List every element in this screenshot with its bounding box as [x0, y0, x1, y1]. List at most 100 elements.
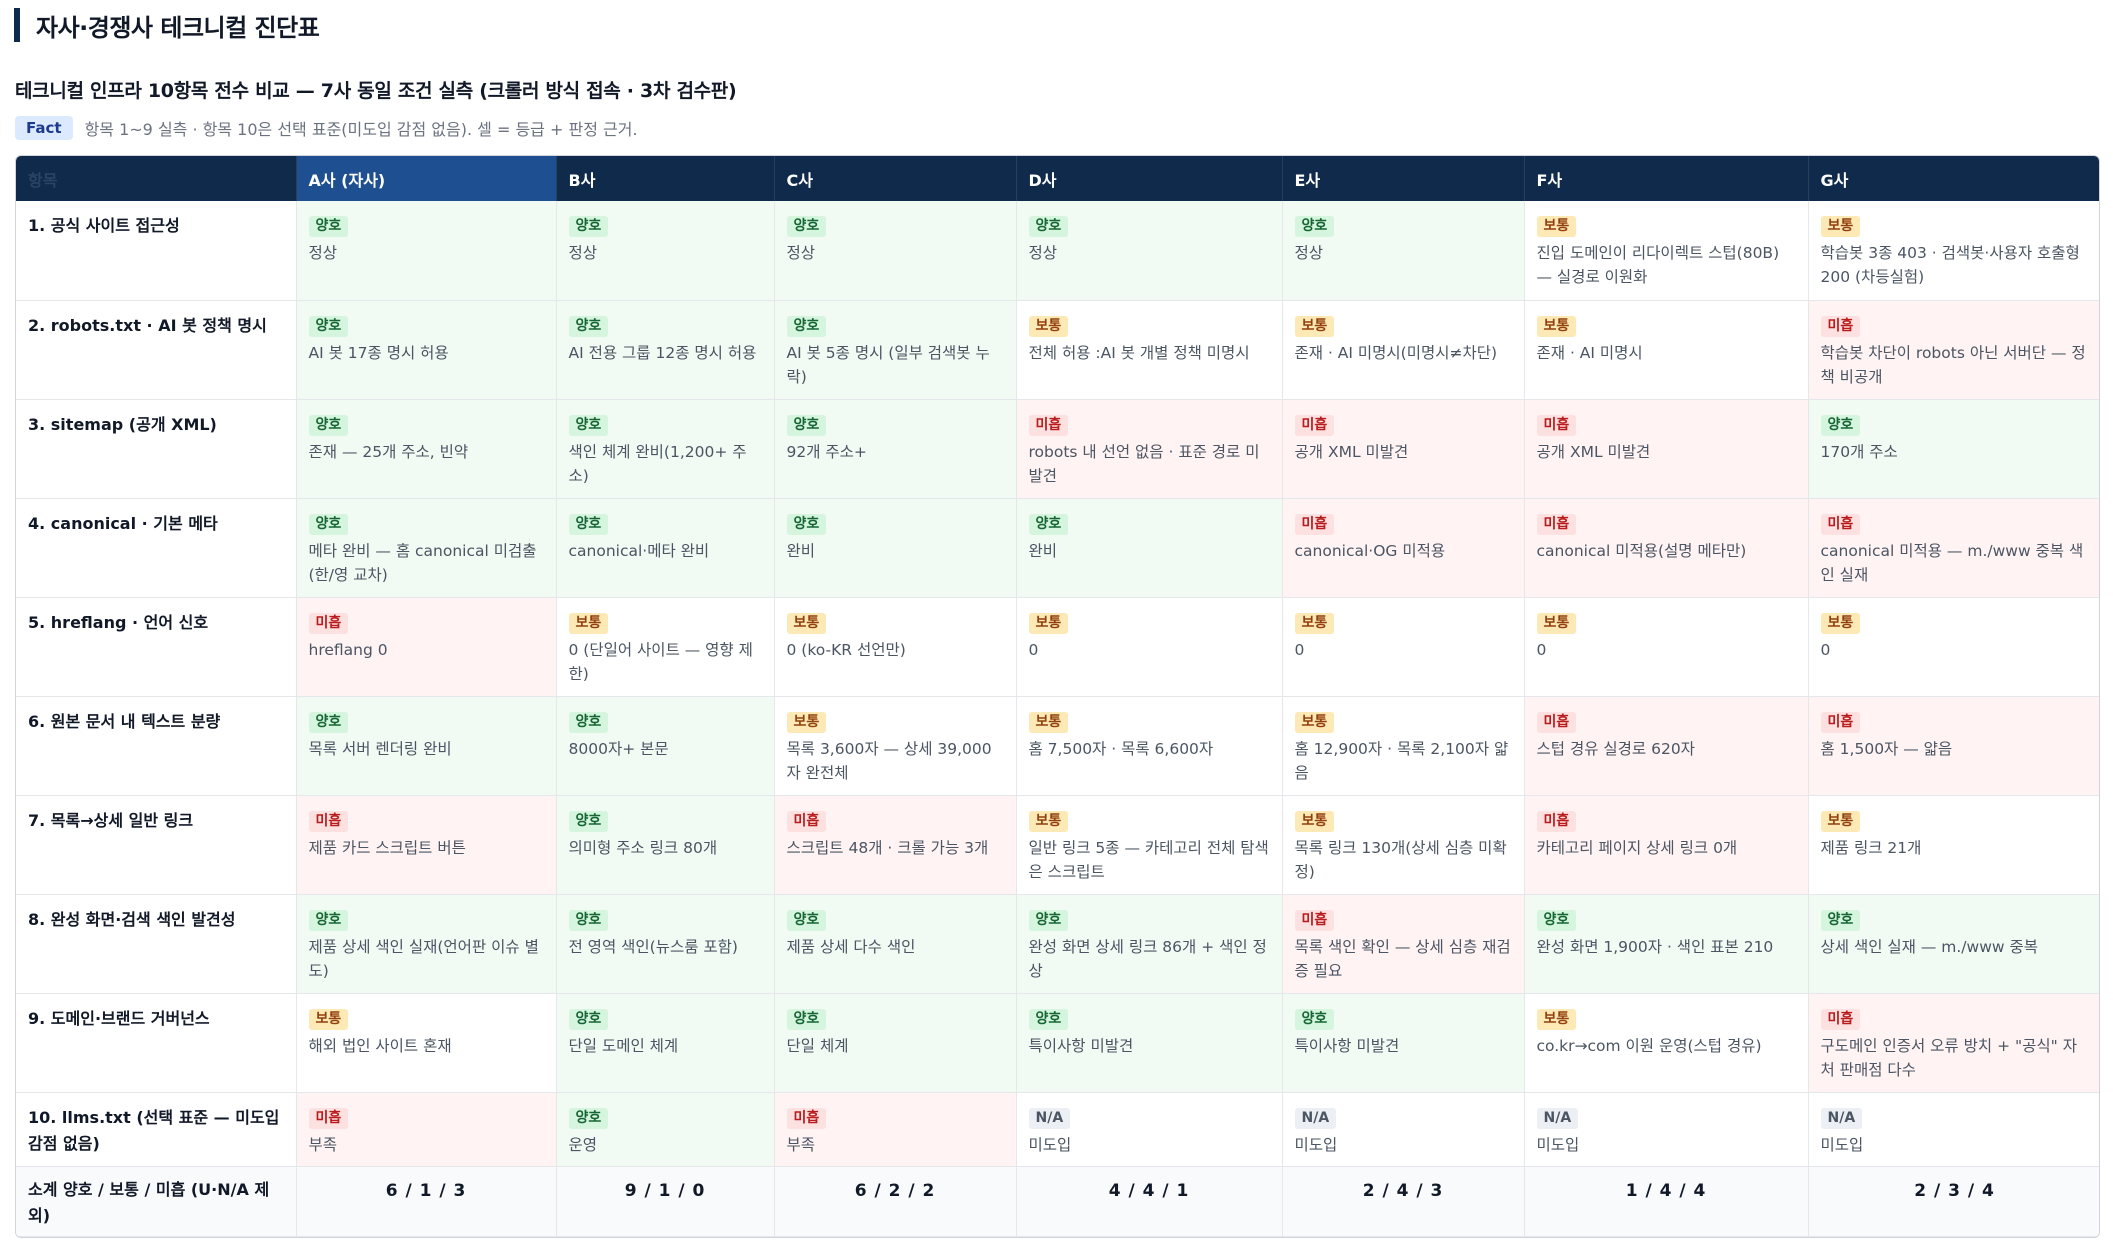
grade-note: AI 봇 5종 명시 (일부 검색봇 누락): [786, 343, 990, 386]
grade-note: 목록 색인 확인 — 상세 심층 재검증 필요: [1294, 937, 1511, 980]
grade-badge: 보통: [786, 711, 827, 733]
grade-cell: 양호 정상: [774, 201, 1017, 301]
row-item-label: 5. hreflang · 언어 신호: [16, 597, 297, 697]
grade-cell: 미흡 스크립트 48개 · 크롤 가능 3개: [774, 795, 1017, 895]
grade-note: 스크립트 48개 · 크롤 가능 3개: [786, 838, 989, 857]
grade-cell: 양호 특이사항 미발견: [1016, 993, 1283, 1093]
table-row: 10. llms.txt (선택 표준 — 미도입 감점 없음) 미흡 부족 양호 운영…: [16, 1092, 2099, 1167]
grade-note: 존재 · AI 미명시(미명시≠차단): [1294, 343, 1498, 362]
grade-cell: 보통 co.kr→com 이원 운영(스텁 경유): [1524, 993, 1809, 1093]
grade-cell: 미흡 학습봇 차단이 robots 아닌 서버단 — 정책 비공개: [1808, 300, 2099, 400]
header-company-5: E사: [1282, 156, 1525, 201]
grade-cell: 양호 제품 상세 다수 색인: [774, 894, 1017, 994]
grade-cell: 보통 학습봇 3종 403 · 검색봇·사용자 호출형 200 (차등실험): [1808, 201, 2099, 301]
grade-note: canonical 미적용(설명 메타만): [1536, 541, 1747, 560]
grade-badge: 양호: [568, 909, 609, 931]
grade-note: 제품 상세 다수 색인: [786, 937, 916, 956]
grade-cell: 미흡 구도메인 인증서 오류 방치 + "공식" 자처 판매점 다수: [1808, 993, 2099, 1093]
grade-cell: 미흡 카테고리 페이지 상세 링크 0개: [1524, 795, 1809, 895]
grade-badge: 보통: [1028, 315, 1069, 337]
grade-badge: 미흡: [1536, 711, 1577, 733]
grade-badge: 보통: [1294, 711, 1335, 733]
grade-cell: 양호 완성 화면 상세 링크 86개 + 색인 정상: [1016, 894, 1283, 994]
grade-note: 전체 허용 :AI 봇 개별 정책 미명시: [1028, 343, 1250, 362]
grade-badge: 양호: [1536, 909, 1577, 931]
grade-note: 상세 색인 실재 — m./www 중복: [1820, 937, 2039, 956]
grade-note: 완비: [786, 541, 816, 560]
grade-badge: 보통: [308, 1008, 349, 1030]
grade-cell: 미흡 hreflang 0: [296, 597, 557, 697]
grade-badge: 미흡: [1536, 513, 1577, 535]
grade-badge: 양호: [568, 513, 609, 535]
grade-badge: 보통: [1820, 810, 1861, 832]
grade-note: 미도입: [1294, 1135, 1338, 1154]
grade-badge: 양호: [308, 711, 349, 733]
grade-cell: 미흡 canonical 미적용(설명 메타만): [1524, 498, 1809, 598]
grade-note: 부족: [786, 1135, 816, 1154]
grade-badge: 보통: [1536, 216, 1577, 237]
grade-note: 제품 링크 21개: [1820, 838, 1922, 857]
grade-note: 공개 XML 미발견: [1536, 442, 1651, 461]
grade-cell: 양호 단일 도메인 체계: [556, 993, 775, 1093]
grade-note: 카테고리 페이지 상세 링크 0개: [1536, 838, 1738, 857]
grade-badge: 양호: [308, 909, 349, 931]
header-company-4: D사: [1016, 156, 1283, 201]
grade-note: 0: [1294, 640, 1305, 659]
grade-badge: 양호: [308, 513, 349, 535]
grade-badge: 양호: [1028, 909, 1069, 931]
grade-badge: 미흡: [308, 612, 349, 634]
grade-note: 8000자+ 본문: [568, 739, 669, 758]
grade-cell: 미흡 제품 카드 스크립트 버튼: [296, 795, 557, 895]
grade-badge: 양호: [1820, 909, 1861, 931]
grade-badge: 양호: [1820, 414, 1861, 436]
grade-note: 170개 주소: [1820, 442, 1898, 461]
grade-note: 공개 XML 미발견: [1294, 442, 1409, 461]
grade-note: 0: [1820, 640, 1831, 659]
table-header-row: 항목 A사 (자사) B사 C사 D사 E사 F사 G사: [16, 156, 2099, 201]
grade-badge: 양호: [568, 711, 609, 733]
grade-badge: 미흡: [1820, 711, 1861, 733]
grade-cell: 보통 0: [1524, 597, 1809, 697]
grade-note: 제품 상세 색인 실재(언어판 이슈 별도): [308, 937, 539, 980]
grade-note: 운영: [568, 1135, 598, 1154]
grade-note: 특이사항 미발견: [1294, 1036, 1400, 1055]
grade-cell: 보통 목록 3,600자 — 상세 39,000자 완전체: [774, 696, 1017, 796]
grade-cell: 보통 존재 · AI 미명시(미명시≠차단): [1282, 300, 1525, 400]
grade-cell: 양호 완성 화면 1,900자 · 색인 표본 210: [1524, 894, 1809, 994]
grade-badge: 양호: [568, 1107, 609, 1129]
grade-note: 0: [1536, 640, 1547, 659]
grade-note: 스텁 경유 실경로 620자: [1536, 739, 1695, 758]
grade-note: 목록 링크 130개(상세 심층 미확정): [1294, 838, 1507, 881]
grade-cell: 양호 완비: [774, 498, 1017, 598]
grade-note: co.kr→com 이원 운영(스텁 경유): [1536, 1036, 1762, 1055]
summary-value: 2 / 3 / 4: [1808, 1166, 2099, 1237]
header-corner: 항목: [16, 156, 297, 201]
grade-badge: 양호: [1028, 1008, 1069, 1030]
diagnosis-table: 항목 A사 (자사) B사 C사 D사 E사 F사 G사 1. 공식 사이트 접근성 양호 정상…: [16, 156, 2099, 1237]
grade-note: 단일 도메인 체계: [568, 1036, 679, 1055]
grade-badge: 양호: [786, 414, 827, 436]
grade-badge: 보통: [1294, 810, 1335, 832]
grade-badge: 미흡: [786, 1107, 827, 1129]
grade-cell: N/A 미도입: [1282, 1092, 1525, 1167]
grade-cell: 양호 92개 주소+: [774, 399, 1017, 499]
grade-cell: 보통 0 (단일어 사이트 — 영향 제한): [556, 597, 775, 697]
grade-note: 미도입: [1028, 1135, 1072, 1154]
grade-note: 미도입: [1536, 1135, 1580, 1154]
grade-note: AI 봇 17종 명시 허용: [308, 343, 449, 362]
grade-badge: 보통: [1536, 1008, 1577, 1030]
grade-badge: 보통: [1294, 612, 1335, 634]
row-item-label: 4. canonical · 기본 메타: [16, 498, 297, 598]
grade-badge: 양호: [308, 216, 349, 237]
grade-cell: 양호 8000자+ 본문: [556, 696, 775, 796]
grade-note: 0 (ko-KR 선언만): [786, 640, 906, 659]
grade-badge: 양호: [308, 315, 349, 337]
grade-badge: 미흡: [1294, 909, 1335, 931]
grade-note: 해외 법인 사이트 혼재: [308, 1036, 452, 1055]
grade-cell: 양호 전 영역 색인(뉴스룸 포함): [556, 894, 775, 994]
grade-cell: 보통 0 (ko-KR 선언만): [774, 597, 1017, 697]
